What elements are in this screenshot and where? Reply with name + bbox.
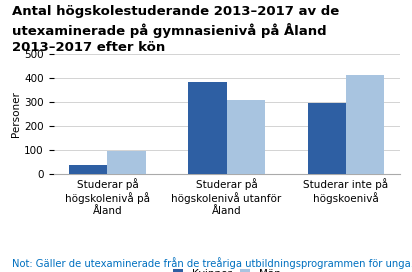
Text: Not: Gäller de utexaminerade från de treåriga utbildningsprogrammen för unga.: Not: Gäller de utexaminerade från de tre… bbox=[12, 257, 412, 269]
Bar bbox=[346, 75, 384, 174]
Bar bbox=[227, 100, 265, 174]
Bar bbox=[108, 151, 145, 174]
Text: Antal högskolestuderande 2013–2017 av de
utexaminerade på gymnasienivå på Åland
: Antal högskolestuderande 2013–2017 av de… bbox=[12, 5, 339, 54]
Legend: Kvinnor, Män: Kvinnor, Män bbox=[173, 269, 281, 272]
Bar bbox=[308, 103, 346, 174]
Bar bbox=[188, 82, 227, 174]
Y-axis label: Personer: Personer bbox=[12, 91, 21, 137]
Bar bbox=[69, 165, 108, 174]
